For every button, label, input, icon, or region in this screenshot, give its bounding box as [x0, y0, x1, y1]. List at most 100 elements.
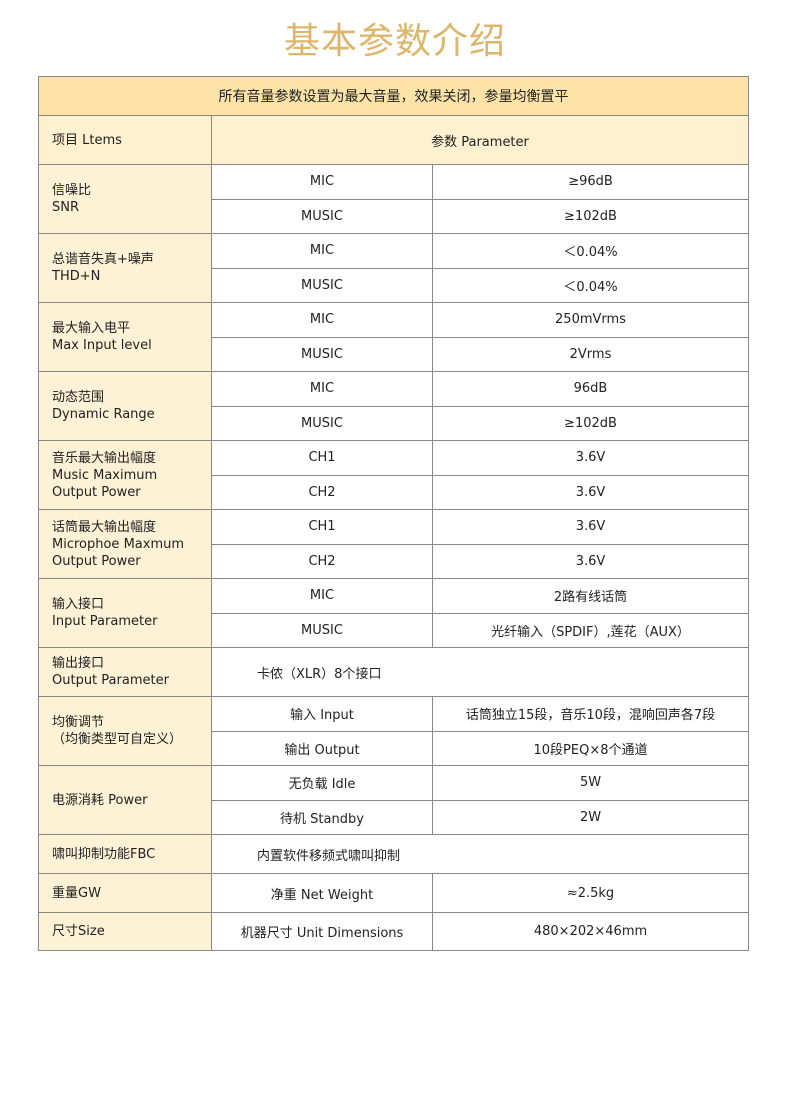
row-label-line: 均衡调节	[52, 715, 105, 730]
row-value: 卡侬（XLR）8个接口	[211, 647, 749, 697]
header-parameter: 参数 Parameter	[211, 115, 749, 165]
sub-value: 96dB	[432, 371, 749, 407]
table-row: 啸叫抑制功能FBC 内置软件移频式啸叫抑制	[38, 834, 749, 874]
row-value: 内置软件移频式啸叫抑制	[211, 834, 749, 874]
sub-item: MIC	[211, 578, 433, 614]
table-row: MUSIC ＜0.04%	[39, 267, 749, 303]
sub-value: 2Vrms	[432, 336, 749, 372]
sub-value: ＜0.04%	[432, 267, 749, 303]
sub-value: ≥96dB	[432, 164, 749, 200]
table-row: 重量GW 净重 Net Weight ≈2.5kg	[38, 873, 749, 913]
row-label: 音乐最大输出幅度 Music Maximum Output Power	[38, 440, 212, 510]
sub-item: MUSIC	[211, 612, 433, 648]
sub-item: 净重 Net Weight	[211, 873, 433, 913]
row-label-line: 尺寸Size	[52, 924, 105, 939]
table-row: MUSIC 光纤输入（SPDIF）,莲花（AUX）	[39, 612, 749, 648]
sub-value: 3.6V	[432, 474, 749, 510]
row-label: 重量GW	[38, 873, 212, 913]
sub-item: 输入 Input	[211, 696, 433, 732]
table-row: CH2 3.6V	[39, 474, 749, 510]
row-label-line: THD+N	[52, 269, 101, 284]
sub-value: ≥102dB	[432, 198, 749, 234]
table-row: 信噪比 SNR MIC ≥96dB	[38, 164, 749, 234]
row-label-line: 动态范围	[52, 390, 105, 405]
sub-value: 3.6V	[432, 509, 749, 545]
table-row: CH2 3.6V	[39, 543, 749, 579]
row-label-line: 输出接口	[52, 656, 105, 671]
sub-value: 480×202×46mm	[432, 912, 749, 951]
row-label: 动态范围 Dynamic Range	[38, 371, 212, 441]
sub-item: MUSIC	[211, 198, 433, 234]
row-label-line: 啸叫抑制功能FBC	[52, 846, 156, 862]
sub-item: MUSIC	[211, 405, 433, 441]
row-label-line: Max Input level	[52, 338, 152, 353]
table-row: 尺寸Size 机器尺寸 Unit Dimensions 480×202×46mm	[38, 912, 749, 951]
sub-item: 待机 Standby	[211, 799, 433, 835]
sub-value: 2路有线话筒	[432, 578, 749, 614]
row-label-line: Input Parameter	[52, 614, 158, 629]
row-label: 输入接口 Input Parameter	[38, 578, 212, 648]
table-row: 均衡调节 （均衡类型可自定义） 输入 Input 话筒独立15段，音乐10段，混响回声…	[38, 696, 749, 766]
row-label-line: 话筒最大输出幅度	[52, 519, 157, 535]
sub-item: 输出 Output	[211, 730, 433, 766]
sub-value: ＜0.04%	[432, 233, 749, 269]
table-row: 待机 Standby 2W	[39, 799, 749, 835]
table-row: 输出 Output 10段PEQ×8个通道	[39, 730, 749, 766]
sub-item: 无负载 Idle	[211, 765, 433, 801]
row-label-line: Output Power	[52, 484, 141, 500]
sub-item: CH2	[211, 543, 433, 579]
sub-item: MIC	[211, 371, 433, 407]
row-label-line: Microphoe Maxmum	[52, 536, 185, 552]
sub-item: MIC	[211, 302, 433, 338]
row-label-line: SNR	[52, 200, 80, 215]
sub-item: MIC	[211, 233, 433, 269]
row-label: 均衡调节 （均衡类型可自定义）	[38, 696, 212, 766]
row-label-line: 最大输入电平	[52, 321, 131, 336]
table-row: 动态范围 Dynamic Range MIC 96dB	[38, 371, 749, 441]
sub-item: 机器尺寸 Unit Dimensions	[211, 912, 433, 951]
sub-value: ≈2.5kg	[432, 873, 749, 913]
sub-value: 10段PEQ×8个通道	[432, 730, 749, 766]
row-label-line: 总谐音失真+噪声	[52, 252, 154, 267]
sub-value: 话筒独立15段，音乐10段，混响回声各7段	[432, 696, 749, 732]
row-label-line: （均衡类型可自定义）	[52, 732, 183, 747]
sub-item: MUSIC	[211, 267, 433, 303]
spec-table: 所有音量参数设置为最大音量，效果关闭，参量均衡置平 项目 Ltems 参数 Pa…	[38, 76, 749, 951]
row-label-line: 音乐最大输出幅度	[52, 450, 157, 466]
table-row: 电源消耗 Power 无负载 Idle 5W	[38, 765, 749, 835]
row-label: 最大输入电平 Max Input level	[38, 302, 212, 372]
row-label: 电源消耗 Power	[38, 765, 212, 835]
note-text: 所有音量参数设置为最大音量，效果关闭，参量均衡置平	[38, 76, 749, 116]
row-label: 尺寸Size	[38, 912, 212, 951]
row-label-line: 重量GW	[52, 885, 101, 901]
table-row: 总谐音失真+噪声 THD+N MIC ＜0.04%	[38, 233, 749, 303]
header-items: 项目 Ltems	[38, 115, 212, 165]
row-label-line: Output Parameter	[52, 673, 169, 688]
row-label: 话筒最大输出幅度 Microphoe Maxmum Output Power	[38, 509, 212, 579]
sub-value: 3.6V	[432, 543, 749, 579]
page-title: 基本参数介绍	[283, 21, 506, 62]
table-row: 输出接口 Output Parameter 卡侬（XLR）8个接口	[38, 647, 749, 697]
sub-value: 2W	[432, 799, 749, 835]
sub-item: CH1	[211, 509, 433, 545]
sub-value: 250mVrms	[432, 302, 749, 338]
row-label: 啸叫抑制功能FBC	[38, 834, 212, 874]
note-row: 所有音量参数设置为最大音量，效果关闭，参量均衡置平	[38, 76, 749, 116]
table-row: 音乐最大输出幅度 Music Maximum Output Power CH1 3.6V	[38, 440, 749, 510]
sub-value: ≥102dB	[432, 405, 749, 441]
sub-value: 光纤输入（SPDIF）,莲花（AUX）	[432, 612, 749, 648]
row-label-line: 输入接口	[52, 597, 105, 612]
row-label-line: Output Power	[52, 553, 141, 569]
row-label-line: Dynamic Range	[52, 407, 155, 422]
table-row: 话筒最大输出幅度 Microphoe Maxmum Output Power CH1 3…	[38, 509, 749, 579]
table-row: MUSIC ≥102dB	[39, 198, 749, 234]
table-row: MUSIC ≥102dB	[39, 405, 749, 441]
sub-value: 5W	[432, 765, 749, 801]
table-row: 最大输入电平 Max Input level MIC 250mVrms	[38, 302, 749, 372]
row-label: 信噪比 SNR	[38, 164, 212, 234]
table-row: 输入接口 Input Parameter MIC 2路有线话筒	[38, 578, 749, 648]
row-label-line: 信噪比	[52, 183, 92, 198]
header-row: 项目 Ltems 参数 Parameter	[38, 115, 749, 165]
sub-item: MUSIC	[211, 336, 433, 372]
row-label-line: 电源消耗 Power	[52, 792, 148, 808]
